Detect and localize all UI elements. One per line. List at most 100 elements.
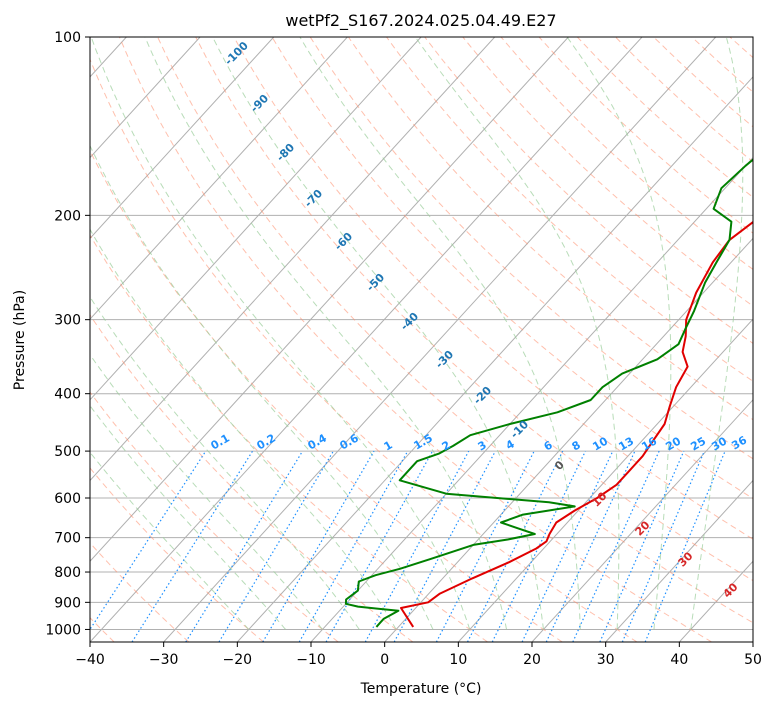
mixing-ratio-line bbox=[325, 450, 434, 642]
dry-adiabat-line bbox=[90, 234, 488, 642]
y-tick-label: 100 bbox=[54, 30, 81, 46]
x-tick-label: −10 bbox=[296, 652, 326, 668]
mixing-ratio-line bbox=[218, 450, 334, 642]
isotherm-line bbox=[90, 37, 422, 401]
mixing-ratio-line bbox=[393, 450, 496, 642]
y-tick-label: 700 bbox=[54, 531, 81, 547]
mixing-ratio-line bbox=[545, 450, 636, 642]
mixing-ratio-line bbox=[364, 450, 470, 642]
dry-adiabat-line bbox=[653, 37, 753, 128]
isotherm-label: -30 bbox=[433, 348, 456, 371]
isotherm-line bbox=[90, 37, 275, 240]
dry-adiabat-line bbox=[615, 37, 753, 163]
isotherm-line bbox=[90, 37, 348, 320]
mixing-ratio-line bbox=[621, 450, 705, 642]
y-tick-label: 600 bbox=[54, 491, 81, 507]
mixing-ratio-label: 0.1 bbox=[209, 431, 232, 452]
mixing-ratio-label: 25 bbox=[688, 435, 708, 454]
dry-adiabat-line bbox=[691, 37, 753, 93]
dry-adiabat-line bbox=[90, 542, 190, 642]
isotherm-label: -60 bbox=[332, 230, 355, 253]
dry-adiabat-line bbox=[90, 149, 563, 642]
dry-adiabat-line bbox=[729, 37, 753, 59]
dry-adiabat-label: 40 bbox=[721, 580, 741, 600]
moist-adiabat-line bbox=[414, 37, 620, 630]
mixing-ratio-line bbox=[491, 450, 586, 642]
dry-adiabat-line bbox=[386, 37, 753, 382]
mixing-ratio-line bbox=[599, 450, 685, 642]
chart-title: wetPf2_S167.2024.025.04.49.E27 bbox=[285, 11, 556, 31]
moist-adiabat-line bbox=[90, 228, 397, 630]
dry-adiabat-line bbox=[538, 37, 753, 234]
dry-adiabat-line bbox=[271, 37, 753, 500]
x-axis-label: Temperature (°C) bbox=[360, 681, 482, 697]
moist-adiabat-line bbox=[90, 353, 323, 630]
mixing-ratio-label: 0.2 bbox=[255, 431, 278, 452]
y-tick-label: 300 bbox=[54, 313, 81, 329]
dry-adiabat-line bbox=[233, 37, 753, 540]
y-axis-ticks: 100 200 300 400 500 600 700 800 900 1000 bbox=[45, 30, 90, 638]
y-tick-label: 1000 bbox=[45, 622, 81, 638]
mixing-ratio-line bbox=[90, 450, 207, 631]
isotherm-line bbox=[236, 76, 753, 642]
isotherm-line bbox=[384, 237, 753, 642]
isotherm-line bbox=[90, 37, 201, 159]
mixing-ratio-line bbox=[262, 450, 375, 642]
dry-adiabat-line bbox=[90, 58, 638, 642]
moist-adiabat-line bbox=[90, 144, 434, 630]
mixing-ratio-label: 10 bbox=[590, 434, 610, 453]
x-tick-label: 30 bbox=[597, 652, 615, 668]
dry-adiabat-line bbox=[462, 37, 753, 307]
isotherm-line bbox=[457, 318, 753, 642]
dewpoint-profile bbox=[344, 158, 753, 628]
moist-adiabat-label: 0 bbox=[552, 458, 567, 473]
x-tick-label: 0 bbox=[380, 652, 389, 668]
isotherm-label: -20 bbox=[471, 384, 494, 407]
mixing-ratio-line bbox=[466, 450, 564, 642]
moist-adiabat-line bbox=[144, 37, 508, 630]
dry-adiabat-label: 30 bbox=[676, 549, 696, 569]
mixing-ratio-label: 1.5 bbox=[412, 431, 435, 452]
mixing-ratio-line bbox=[572, 450, 660, 642]
dry-adiabat-line bbox=[118, 37, 712, 642]
isotherm-label: -10 bbox=[508, 418, 531, 441]
mixing-ratio-line bbox=[131, 450, 254, 642]
y-tick-label: 400 bbox=[54, 387, 81, 403]
y-tick-label: 900 bbox=[54, 595, 81, 611]
x-tick-label: 40 bbox=[670, 652, 688, 668]
moist-adiabat-line bbox=[212, 37, 544, 630]
dry-adiabat-line bbox=[347, 37, 753, 421]
x-tick-label: −20 bbox=[223, 652, 253, 668]
temperature-profile bbox=[400, 220, 753, 628]
x-tick-label: 10 bbox=[449, 652, 467, 668]
mixing-ratio-label: 30 bbox=[709, 434, 729, 453]
isotherm-line bbox=[90, 37, 496, 482]
isotherm-line bbox=[752, 641, 753, 642]
isotherm-line bbox=[90, 37, 569, 563]
isotherm-line bbox=[90, 37, 643, 642]
dry-adiabat-line bbox=[768, 37, 775, 642]
plot-frame bbox=[89, 36, 754, 643]
x-tick-label: 50 bbox=[744, 652, 762, 668]
dry-adiabat-line bbox=[90, 467, 264, 642]
mixing-ratio-line bbox=[185, 450, 304, 642]
mixing-ratio-label: 36 bbox=[729, 433, 749, 452]
isotherm-label: -40 bbox=[398, 310, 421, 333]
mixing-ratio-line bbox=[644, 450, 726, 642]
dry-adiabat-line bbox=[195, 37, 753, 582]
x-tick-label: −30 bbox=[149, 652, 179, 668]
mixing-ratio-label: 0.6 bbox=[338, 431, 362, 452]
x-tick-label: −40 bbox=[75, 652, 105, 668]
y-tick-label: 200 bbox=[54, 208, 81, 224]
background-lines bbox=[90, 37, 775, 642]
moist-adiabat-line bbox=[690, 37, 744, 630]
x-axis-ticks: −40 −30 −20 −10 0 10 20 30 40 50 bbox=[75, 642, 762, 668]
dry-adiabat-line bbox=[90, 391, 339, 642]
dry-adiabat-label: 20 bbox=[633, 518, 653, 538]
isotherm-label: -80 bbox=[274, 141, 297, 164]
y-axis-label: Pressure (hPa) bbox=[12, 290, 28, 390]
dry-adiabat-line bbox=[576, 37, 753, 198]
moist-adiabat-line bbox=[90, 404, 286, 630]
profiles bbox=[344, 158, 753, 628]
moist-adiabat-line bbox=[90, 451, 250, 630]
